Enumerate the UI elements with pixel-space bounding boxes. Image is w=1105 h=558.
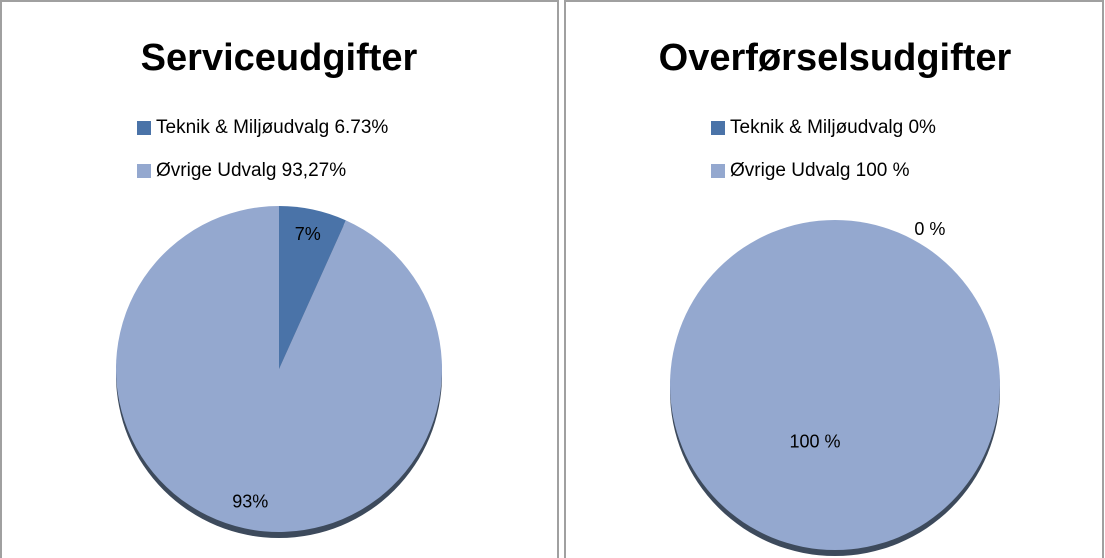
panel-border (564, 0, 1104, 558)
pie-slice (670, 220, 1000, 550)
legend-label: Teknik & Miljøudvalg 0% (730, 117, 936, 138)
data-label: 100 % (789, 432, 840, 452)
legend-label: Øvrige Udvalg 100 % (730, 160, 910, 181)
pie-slice (116, 206, 443, 532)
data-label: 93% (232, 492, 268, 512)
panel-border (0, 0, 559, 558)
data-label: 7% (295, 224, 321, 244)
data-label: 0 % (914, 219, 945, 239)
legend-swatch (137, 121, 151, 135)
legend-swatch (137, 164, 151, 178)
legend-label: Øvrige Udvalg 93,27% (156, 160, 346, 181)
legend-swatch (711, 121, 725, 135)
legend-label: Teknik & Miljøudvalg 6.73% (156, 117, 388, 138)
legend-swatch (711, 164, 725, 178)
pie-slice (279, 206, 346, 369)
chart-title: Overførselsudgifter (659, 37, 1012, 79)
chart-title: Serviceudgifter (141, 37, 418, 79)
